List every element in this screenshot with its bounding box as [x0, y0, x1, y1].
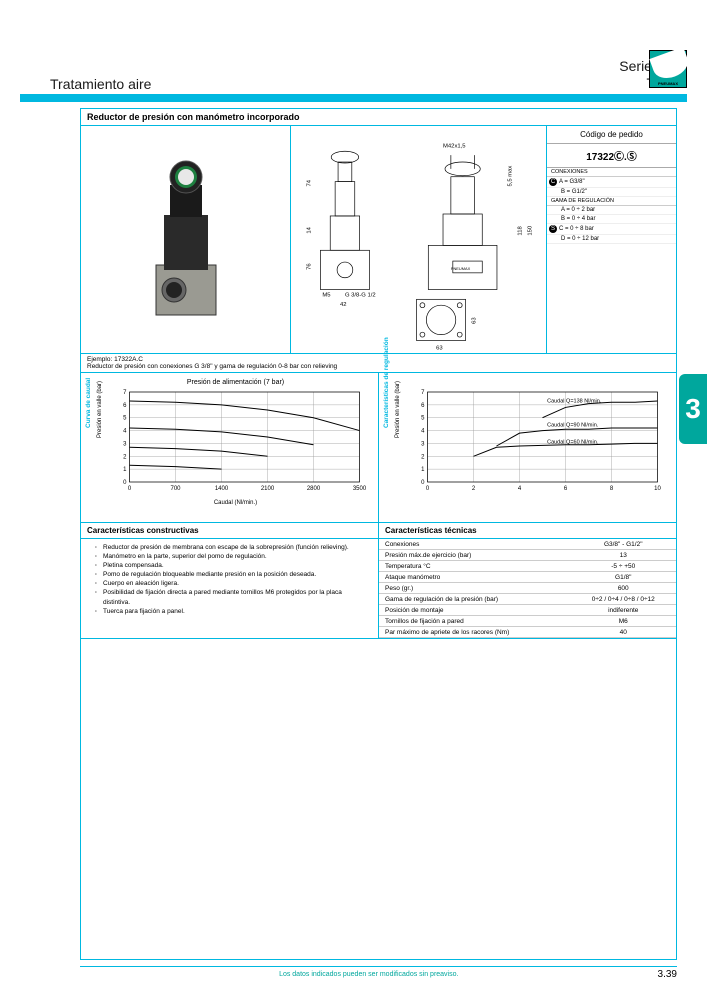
svg-text:5: 5: [123, 416, 127, 422]
svg-text:G 3/8-G 1/2: G 3/8-G 1/2: [345, 292, 376, 298]
svg-text:76: 76: [307, 263, 313, 270]
order-code-panel: Código de pedido 17322Ⓒ.Ⓢ CONEXIONES CA …: [546, 126, 676, 353]
marker-s: S: [549, 225, 557, 233]
table-row: Ataque manómetroG1/8": [379, 572, 676, 583]
svg-text:3: 3: [123, 441, 127, 447]
svg-text:3500: 3500: [353, 486, 367, 492]
svg-text:1: 1: [123, 467, 127, 473]
svg-text:5: 5: [421, 416, 425, 422]
constructive-list: Reductor de presión de membrana con esca…: [81, 539, 378, 622]
svg-text:2800: 2800: [307, 486, 321, 492]
svg-text:M42x1,5: M42x1,5: [443, 143, 466, 149]
svg-text:Caudal Q=138 Nl/min.: Caudal Q=138 Nl/min.: [547, 398, 602, 404]
connections-label: CONEXIONES: [547, 168, 676, 177]
svg-text:6: 6: [564, 486, 568, 492]
table-row: Peso (gr.)600: [379, 583, 676, 594]
svg-text:1: 1: [421, 467, 425, 473]
page-number: 3.39: [658, 969, 677, 980]
constructive-item: Cuerpo en aleación ligera.: [97, 579, 368, 588]
table-row: Presión máx.de ejercicio (bar)13: [379, 550, 676, 561]
svg-text:3: 3: [421, 441, 425, 447]
svg-text:2: 2: [123, 454, 127, 460]
constructive-item: Pletina compensada.: [97, 561, 368, 570]
svg-text:6: 6: [123, 403, 127, 409]
svg-text:7: 7: [123, 390, 127, 396]
constructive-item: Tuerca para fijación a panel.: [97, 607, 368, 616]
svg-text:4: 4: [123, 429, 127, 435]
svg-text:Caudal Q=90 Nl/min.: Caudal Q=90 Nl/min.: [547, 423, 599, 429]
svg-text:0: 0: [426, 486, 430, 492]
constructive-item: Posibilidad de fijación directa a pared …: [97, 588, 368, 606]
table-row: Temperatura °C-5 ÷ +50: [379, 561, 676, 572]
svg-text:6: 6: [421, 403, 425, 409]
svg-text:10: 10: [654, 486, 661, 492]
chart1-xlabel: Caudal (Nl/min.): [101, 500, 370, 506]
svg-text:42: 42: [340, 302, 347, 308]
svg-text:0: 0: [421, 480, 425, 486]
svg-text:74: 74: [307, 179, 313, 186]
constructive-item: Reductor de presión de membrana con esca…: [97, 543, 368, 552]
svg-text:700: 700: [170, 486, 181, 492]
constructive-item: Pomo de regulación bloqueable mediante p…: [97, 570, 368, 579]
svg-text:8: 8: [610, 486, 614, 492]
constructive-item: Manómetro en la parte, superior del pomo…: [97, 552, 368, 561]
table-row: ConexionesG3/8" - G1/2": [379, 539, 676, 550]
order-title: Código de pedido: [547, 126, 676, 144]
flow-curve-chart: 0 700 1400 2100 2800 3500 0 1 2 3 4 5 6 7: [101, 388, 370, 498]
technical-drawing: 74 14 76 M5 G 3/8-G 1/2 42: [291, 126, 546, 353]
svg-text:4: 4: [518, 486, 522, 492]
chart2-ylabel: Presión en valle (bar): [395, 380, 401, 437]
chart1-side-label: Curva de caudal: [85, 377, 92, 427]
svg-text:2100: 2100: [261, 486, 275, 492]
svg-text:150: 150: [527, 225, 533, 236]
svg-text:63: 63: [436, 345, 443, 351]
svg-text:63: 63: [471, 317, 477, 324]
range-label: GAMA DE REGULACIÓN: [547, 197, 676, 206]
svg-text:Caudal Q=60 Nl/min.: Caudal Q=60 Nl/min.: [547, 439, 599, 445]
svg-text:7: 7: [421, 390, 425, 396]
marker-c: C: [549, 178, 557, 186]
table-row: Gama de regulación de la presión (bar)0÷…: [379, 594, 676, 605]
divider-bar: [20, 94, 687, 102]
header-category: Tratamiento aire: [50, 76, 151, 92]
svg-text:0: 0: [123, 480, 127, 486]
svg-text:2: 2: [421, 454, 425, 460]
product-photo: [126, 155, 246, 325]
regulation-chart: 0 2 4 6 8 10 0 1 2 3 4 5 6 7 Caudal Q=138 Nl/min. Cauda…: [399, 388, 668, 498]
svg-text:118: 118: [517, 225, 523, 235]
technical-table: ConexionesG3/8" - G1/2"Presión máx.de ej…: [379, 539, 676, 638]
table-row: Par máximo de apriete de los racores (Nm…: [379, 627, 676, 638]
svg-text:4: 4: [421, 429, 425, 435]
order-code: 17322Ⓒ.Ⓢ: [547, 144, 676, 168]
footer-disclaimer: Los datos indicados pueden ser modificad…: [80, 971, 658, 978]
svg-text:5,5 max: 5,5 max: [508, 166, 514, 187]
table-row: Tornillos de fijación a paredM6: [379, 616, 676, 627]
svg-text:0: 0: [128, 486, 132, 492]
example-text: Ejemplo: 17322A.C Reductor de presión co…: [81, 354, 676, 373]
section-tab: 3: [679, 374, 707, 444]
constructive-title: Características constructivas: [81, 523, 378, 539]
svg-text:PNEUMAX: PNEUMAX: [451, 266, 471, 271]
svg-text:1400: 1400: [215, 486, 229, 492]
table-row: Posición de montajeindiferente: [379, 605, 676, 616]
product-title: Reductor de presión con manómetro incorp…: [81, 109, 676, 126]
chart1-title: Presión de alimentación (7 bar): [101, 379, 370, 386]
brand-logo: PNEUMAX: [649, 50, 687, 88]
chart1-ylabel: Presión en valle (bar): [97, 380, 103, 437]
svg-text:2: 2: [472, 486, 476, 492]
chart2-side-label: Características de regulación: [383, 337, 390, 428]
svg-text:M5: M5: [322, 292, 331, 298]
svg-text:14: 14: [307, 226, 313, 233]
technical-title: Características técnicas: [379, 523, 676, 539]
